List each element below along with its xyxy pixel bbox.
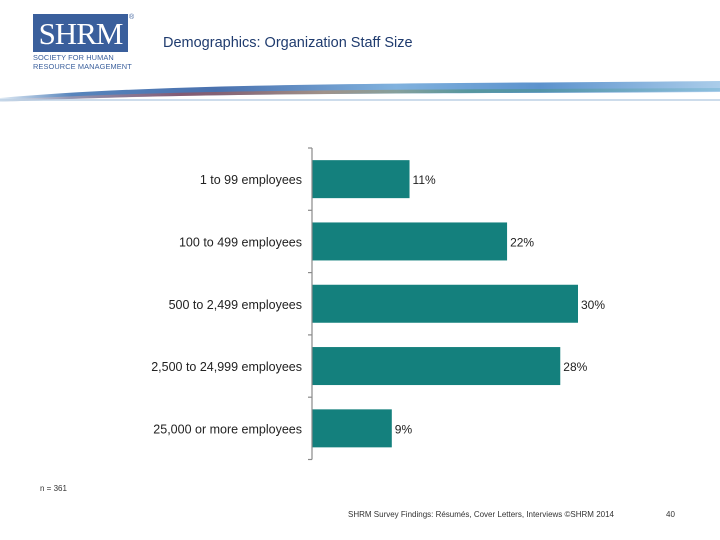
bar-value-label: 9% (395, 422, 413, 436)
footer-source: SHRM Survey Findings: Résumés, Cover Let… (348, 510, 614, 519)
category-label: 25,000 or more employees (153, 422, 302, 436)
bar-value-label: 11% (413, 173, 436, 187)
bar-value-label: 22% (510, 235, 534, 249)
bar-value-label: 30% (581, 298, 605, 312)
sample-size-note: n = 361 (40, 484, 67, 493)
bar-1 (312, 160, 410, 199)
shrm-logo: SHRM ® SOCIETY FOR HUMAN RESOURCE MANAGE… (33, 14, 135, 74)
logo-box: SHRM (33, 14, 128, 52)
bar-2 (312, 222, 508, 261)
bar-value-label: 28% (563, 360, 587, 374)
logo-subtitle: SOCIETY FOR HUMAN RESOURCE MANAGEMENT (33, 53, 153, 71)
category-label: 100 to 499 employees (179, 235, 302, 249)
logo-subtitle-line-2: RESOURCE MANAGEMENT (33, 61, 132, 71)
slide-title: Demographics: Organization Staff Size (163, 35, 413, 51)
registered-mark-icon: ® (129, 14, 135, 21)
category-label: 2,500 to 24,999 employees (151, 360, 302, 374)
category-label: 1 to 99 employees (200, 173, 302, 187)
bar-4 (312, 347, 561, 386)
logo-subtitle-line-1: SOCIETY FOR HUMAN (33, 53, 114, 62)
bar-3 (312, 284, 578, 323)
category-label: 500 to 2,499 employees (169, 298, 302, 312)
logo-wordmark: SHRM (38, 16, 124, 51)
bar-5 (312, 409, 392, 448)
page-number: 40 (666, 510, 675, 519)
header-stripe (0, 81, 720, 102)
